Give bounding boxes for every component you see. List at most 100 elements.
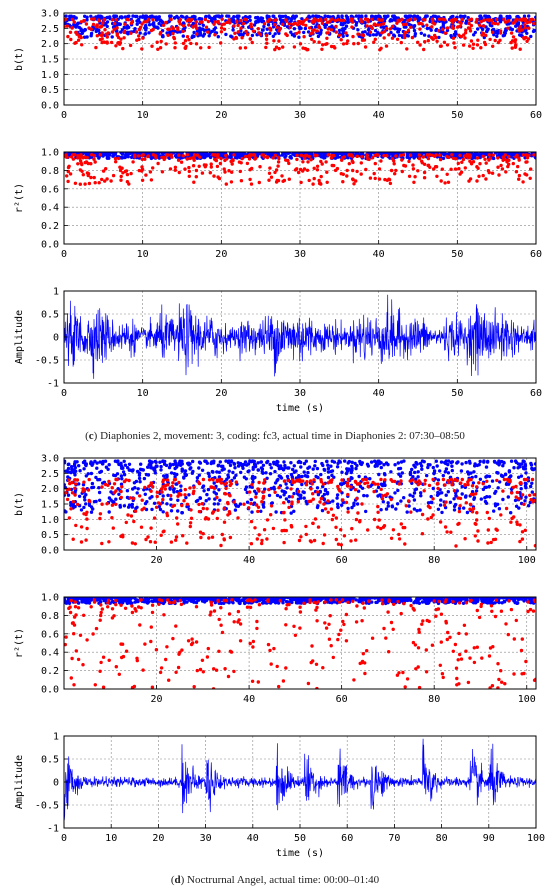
data-point	[175, 464, 179, 468]
data-point	[486, 169, 491, 173]
data-point	[312, 20, 316, 24]
data-point	[356, 41, 360, 46]
data-point	[431, 21, 435, 25]
data-point	[518, 33, 522, 37]
data-point	[488, 156, 492, 160]
data-point	[384, 44, 389, 48]
data-point	[185, 19, 189, 23]
data-point	[272, 462, 276, 466]
data-point	[399, 499, 403, 503]
data-point	[220, 22, 224, 27]
x-tick-label: 20	[215, 388, 227, 399]
data-point	[360, 33, 364, 37]
data-point	[201, 506, 205, 511]
data-point	[226, 501, 230, 506]
data-point	[227, 493, 232, 497]
data-point	[248, 153, 252, 157]
data-point	[503, 472, 508, 477]
data-point	[69, 507, 73, 511]
data-point	[496, 486, 500, 490]
data-point	[150, 44, 154, 48]
data-point	[296, 170, 301, 175]
data-point	[107, 496, 112, 500]
data-point	[470, 484, 475, 488]
data-point	[349, 476, 353, 480]
data-point	[98, 516, 102, 521]
data-point	[194, 42, 199, 46]
data-point	[199, 46, 203, 50]
data-point	[382, 29, 387, 34]
data-point	[442, 153, 447, 157]
data-point	[475, 485, 479, 489]
data-point	[501, 34, 505, 38]
data-point	[450, 464, 454, 468]
data-point	[231, 19, 235, 24]
data-point	[85, 18, 89, 22]
data-point	[322, 497, 326, 502]
data-point	[119, 482, 124, 486]
data-point	[195, 153, 200, 157]
data-point	[450, 26, 455, 30]
data-point	[226, 475, 231, 479]
data-point	[373, 161, 377, 166]
data-point	[123, 169, 128, 174]
data-point	[115, 472, 120, 476]
data-point	[285, 33, 289, 38]
data-point	[333, 46, 337, 50]
data-point	[518, 539, 522, 544]
data-point	[279, 18, 284, 23]
x-tick-label: 100	[518, 555, 536, 566]
data-point	[446, 471, 451, 475]
data-point	[503, 153, 507, 157]
data-point	[130, 502, 134, 507]
data-point	[508, 14, 512, 19]
data-point	[109, 40, 114, 45]
data-point	[316, 475, 320, 480]
data-point	[185, 157, 189, 161]
data-point	[276, 464, 280, 468]
data-point	[148, 170, 153, 174]
data-point	[501, 474, 505, 479]
data-point	[147, 23, 152, 27]
data-point	[354, 598, 358, 602]
data-point	[134, 30, 139, 34]
data-point	[123, 22, 127, 26]
data-point	[507, 19, 511, 23]
data-point	[224, 459, 228, 463]
data-point	[126, 513, 130, 517]
x-tick-label: 60	[530, 388, 542, 399]
data-point	[79, 20, 84, 24]
data-point	[434, 165, 439, 169]
data-point	[129, 514, 134, 518]
data-point	[183, 46, 187, 50]
data-point	[120, 485, 124, 489]
data-point	[238, 46, 242, 50]
data-point	[413, 488, 417, 492]
data-point	[501, 497, 505, 502]
data-point	[173, 165, 178, 169]
data-point	[509, 459, 514, 463]
data-point	[336, 484, 340, 489]
data-point	[395, 21, 399, 25]
data-point	[323, 14, 327, 19]
data-point	[355, 169, 359, 174]
data-point	[342, 18, 346, 22]
data-point	[317, 178, 321, 183]
data-point	[201, 485, 205, 489]
data-point	[426, 39, 430, 43]
data-point	[149, 178, 154, 182]
data-point	[301, 160, 305, 164]
data-point	[110, 18, 115, 22]
data-point	[315, 466, 320, 471]
data-point	[464, 19, 469, 23]
data-point	[350, 20, 355, 24]
data-point	[199, 535, 203, 540]
data-point	[289, 30, 293, 34]
data-point	[275, 479, 279, 483]
data-point	[426, 463, 430, 467]
data-point	[389, 168, 394, 173]
data-point	[263, 487, 267, 491]
data-point	[311, 467, 315, 471]
y-tick-label: 0.4	[41, 203, 59, 214]
